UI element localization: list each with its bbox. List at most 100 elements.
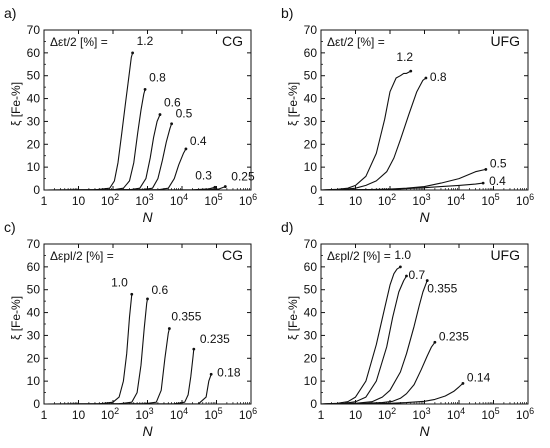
series-line-0.6 — [43, 114, 161, 191]
series-label: 0.18 — [217, 365, 241, 379]
x-tick-label: 106 — [516, 192, 534, 208]
series-end-point — [158, 113, 162, 116]
x-tick-label: 102 — [101, 406, 119, 422]
material-label: UFG — [490, 247, 520, 263]
y-tick-label: 0 — [33, 183, 40, 197]
y-tick-label: 50 — [27, 69, 41, 83]
x-tick-label: 103 — [135, 406, 153, 422]
x-tick-label: 104 — [447, 192, 465, 208]
y-tick-label: 70 — [304, 237, 318, 251]
y-axis-title: ξ [Fe-%] — [9, 82, 23, 126]
panel-letter: b) — [281, 5, 293, 21]
series-label: 0.6 — [152, 283, 169, 297]
series-line-0.25 — [43, 186, 226, 191]
series-label: 1.0 — [111, 275, 128, 289]
strain-amplitude-label: Δεt/2 [%] = — [327, 35, 385, 49]
x-tick-label: 10 — [72, 194, 86, 208]
x-tick-label: 10 — [349, 408, 363, 422]
strain-amplitude-label: Δεpl/2 [%] = — [50, 249, 114, 263]
series-line-0.8 — [43, 89, 146, 191]
x-tick-label: 103 — [412, 406, 430, 422]
x-tick-label: 10 — [72, 408, 86, 422]
series-end-point — [481, 181, 485, 185]
series-line-1.2 — [320, 70, 412, 191]
series-label: 1.2 — [137, 34, 154, 48]
panel-letter: a) — [4, 5, 16, 21]
y-tick-label: 60 — [304, 46, 318, 60]
series-end-point — [130, 292, 134, 296]
chart-panel-0: 0 10 20 30 40 50 60 70 1 10 102 103 104 105 106 Nξ [Fe-… — [4, 5, 257, 225]
series-label: 1.2 — [396, 50, 413, 64]
y-tick-label: 20 — [27, 351, 41, 365]
series-end-point — [424, 76, 428, 80]
series-label: 0.235 — [439, 329, 469, 343]
y-tick-label: 60 — [27, 260, 41, 274]
plot-frame — [43, 29, 252, 191]
y-tick-label: 20 — [304, 137, 318, 151]
y-tick-label: 10 — [304, 160, 318, 174]
y-tick-label: 30 — [304, 114, 318, 128]
series-label: 0.355 — [171, 310, 201, 324]
x-tick-label: 1 — [41, 408, 48, 422]
series-end-point — [167, 327, 171, 330]
y-tick-label: 60 — [27, 46, 41, 60]
series-line-0.14 — [320, 382, 464, 405]
series-line-0.235 — [320, 341, 436, 405]
x-axis-title: N — [142, 423, 153, 439]
series-label: 0.8 — [430, 70, 447, 84]
series-line-0.5 — [320, 168, 486, 191]
series-end-point — [146, 297, 149, 301]
y-axis-title: ξ [Fe-%] — [9, 296, 23, 340]
series-line-0.5 — [43, 123, 173, 191]
y-tick-label: 60 — [304, 260, 318, 274]
x-tick-label: 105 — [204, 406, 222, 422]
series-label: 0.8 — [149, 70, 166, 84]
y-tick-label: 70 — [304, 23, 318, 37]
x-tick-label: 103 — [412, 192, 430, 208]
series-label: 0.355 — [427, 282, 457, 296]
strain-amplitude-label: Δεt/2 [%] = — [50, 35, 108, 49]
material-label: CG — [222, 33, 243, 49]
panel-letter: d) — [281, 219, 293, 235]
series-label: 0.3 — [195, 168, 212, 182]
y-tick-label: 40 — [304, 92, 318, 106]
y-tick-label: 10 — [304, 374, 318, 388]
x-tick-label: 1 — [318, 194, 325, 208]
x-tick-label: 106 — [239, 406, 257, 422]
strain-amplitude-label: Δεpl/2 [%] = — [327, 249, 391, 263]
x-tick-label: 106 — [516, 406, 534, 422]
x-tick-label: 104 — [170, 192, 188, 208]
series-label: 0.235 — [200, 332, 230, 346]
x-tick-label: 1 — [41, 194, 48, 208]
x-tick-label: 10 — [349, 194, 363, 208]
series-end-point — [484, 168, 488, 171]
series-end-point — [405, 274, 408, 278]
chart-panel-2: 0 10 20 30 40 50 60 70 1 10 102 103 104 105 106 Nξ [Fe-… — [4, 219, 257, 439]
x-tick-label: 103 — [135, 192, 153, 208]
y-tick-label: 20 — [304, 351, 318, 365]
series-label: 0.6 — [164, 96, 181, 110]
x-tick-label: 106 — [239, 192, 257, 208]
y-tick-label: 30 — [27, 328, 41, 342]
series-line-0.18 — [43, 374, 212, 405]
series-end-point — [192, 347, 196, 351]
series-line-1.2 — [43, 52, 134, 191]
series-end-point — [143, 88, 147, 91]
series-line-0.4 — [320, 182, 484, 191]
series-end-point — [223, 185, 227, 188]
series-line-0.355 — [43, 328, 170, 405]
y-tick-label: 0 — [310, 183, 317, 197]
material-label: CG — [222, 247, 243, 263]
series-label: 0.4 — [489, 174, 506, 188]
y-tick-label: 10 — [27, 374, 41, 388]
y-tick-label: 50 — [27, 283, 41, 297]
y-tick-label: 40 — [27, 92, 41, 106]
y-tick-label: 0 — [310, 397, 317, 411]
panel-letter: c) — [4, 219, 16, 235]
series-end-point — [433, 340, 437, 344]
y-axis-title: ξ [Fe-%] — [286, 296, 300, 340]
x-axis-title: N — [142, 209, 153, 225]
x-tick-label: 102 — [101, 192, 119, 208]
series-line-1.0 — [320, 266, 401, 405]
series-label: 1.0 — [394, 248, 411, 262]
